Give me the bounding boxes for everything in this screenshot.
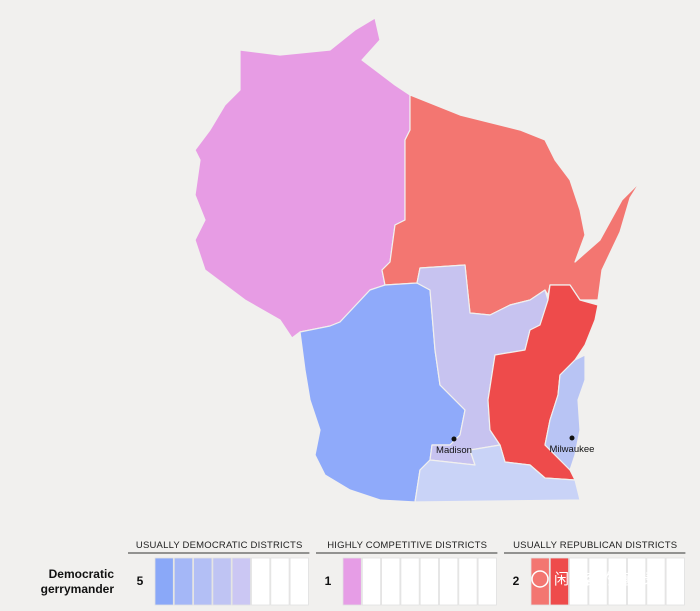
group-count: 5 [137,574,144,588]
district-swatch [154,557,174,606]
empty-cell [251,557,271,606]
empty-cell [607,557,627,606]
empty-cell [439,557,459,606]
district-swatch [212,557,232,606]
city-label: Milwaukee [550,444,595,455]
group-heading: USUALLY DEMOCRATIC DISTRICTS [136,540,303,551]
legend-title: Democratic [49,567,115,581]
group-heading: HIGHLY COMPETITIVE DISTRICTS [327,540,487,551]
districts [194,17,641,503]
empty-cell [477,557,497,606]
city-label: Madison [436,445,472,456]
empty-cell [646,557,666,606]
empty-cell [569,557,589,606]
district-swatch [530,557,550,606]
city-dot [569,435,575,441]
empty-cell [665,557,685,606]
empty-cell [289,557,309,606]
empty-cell [588,557,608,606]
watermark-text: 闲吟客的随想录 [554,571,659,588]
empty-cell [400,557,420,606]
empty-cell [419,557,439,606]
legend-title: gerrymander [41,582,115,596]
district [414,444,581,503]
group-count: 2 [513,574,520,588]
empty-cell [361,557,381,606]
legend: USUALLY DEMOCRATIC DISTRICTS 5 HIGHLY COMP… [128,540,686,606]
district-swatch [173,557,194,606]
district-swatch [231,557,251,606]
empty-cell [270,557,290,606]
group-count: 1 [325,574,332,588]
empty-cell [458,557,478,606]
district [544,354,586,471]
watermark-icon [531,570,549,588]
watermark: 闲吟客的随想录 [531,570,659,588]
district-swatch [342,557,362,606]
group-heading: USUALLY REPUBLICAN DISTRICTS [513,540,677,551]
district-swatch [193,557,213,606]
empty-cell [381,557,401,606]
district-swatch [549,557,569,606]
empty-cell [627,557,647,606]
city-dot [451,436,457,442]
